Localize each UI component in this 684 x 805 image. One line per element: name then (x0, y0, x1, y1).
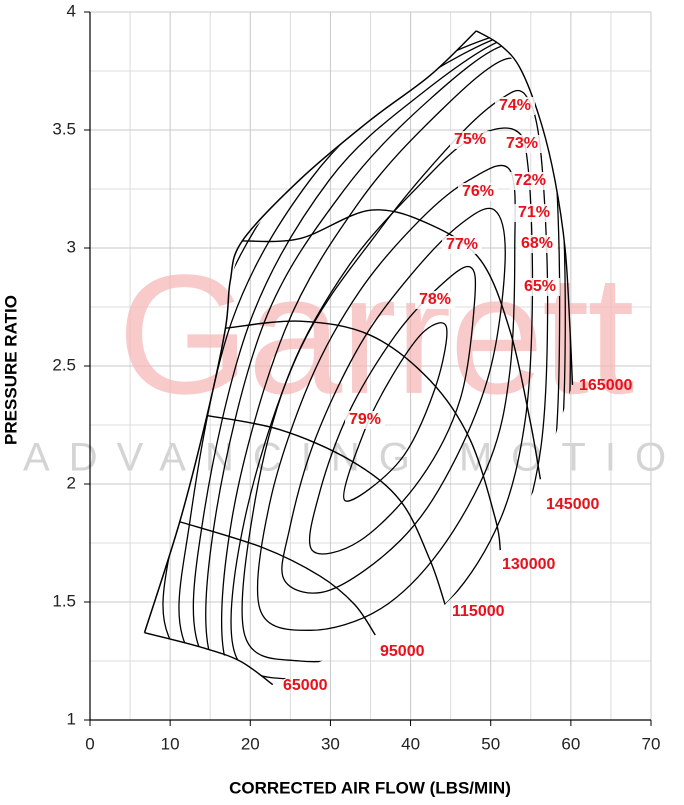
speed-label: 145000 (546, 496, 599, 513)
x-tick-label: 10 (161, 734, 180, 753)
x-tick-label: 40 (401, 734, 420, 753)
efficiency-contour (256, 164, 516, 631)
efficiency-label: 65% (524, 278, 556, 295)
speed-line (225, 320, 502, 551)
speed-line (144, 632, 274, 686)
efficiency-label: 73% (506, 135, 538, 152)
watermark-tagline: ADVANCING MOTION (23, 436, 684, 480)
label-backdrop (415, 291, 455, 309)
label-backdrop (510, 172, 550, 190)
label-backdrop (520, 278, 560, 296)
labels: 79% 78% 77% 76% 75% 74% 73% 72% 71% 68% 65% 65000 95… (283, 97, 632, 694)
speed-label: 65000 (283, 677, 328, 694)
x-axis-title: CORRECTED AIR FLOW (LBS/MIN) (229, 778, 511, 797)
speed-line (179, 521, 376, 636)
efficiency-label: 72% (514, 172, 546, 189)
y-tick-label: 1.5 (52, 591, 76, 610)
speed-label: 165000 (579, 377, 632, 394)
x-tick-label: 20 (241, 734, 260, 753)
efficiency-label: 78% (419, 291, 451, 308)
y-axis-title: PRESSURE RATIO (1, 295, 20, 445)
speed-line (475, 30, 574, 385)
y-tick-label: 4 (67, 1, 76, 20)
y-tick-label: 3.5 (52, 119, 76, 138)
speed-label: 115000 (452, 603, 505, 620)
speed-line (206, 414, 446, 605)
label-backdrop (495, 97, 535, 115)
label-backdrop (442, 236, 482, 254)
efficiency-label: 77% (446, 236, 478, 253)
y-tick-label: 2.5 (52, 355, 76, 374)
speed-label: 95000 (380, 643, 425, 660)
efficiency-label: 75% (454, 131, 486, 148)
efficiency-contour (308, 265, 477, 555)
x-tick-label: 30 (321, 734, 340, 753)
watermark-brand: Garrett (117, 240, 633, 430)
y-tick-label: 3 (67, 237, 76, 256)
y-tick-label: 2 (67, 473, 76, 492)
efficiency-label: 71% (518, 204, 550, 221)
label-backdrop (502, 135, 542, 153)
label-backdrop (517, 235, 557, 253)
plot-area (143, 30, 574, 686)
efficiency-contour (281, 207, 506, 594)
x-tick-label: 50 (481, 734, 500, 753)
x-tick-label: 0 (85, 734, 94, 753)
label-backdrop (345, 411, 385, 429)
label-backdrop (458, 183, 498, 201)
surge-line (143, 30, 477, 633)
x-tick-label: 60 (561, 734, 580, 753)
label-backdrop (450, 131, 490, 149)
efficiency-label: 68% (521, 235, 553, 252)
efficiency-label: 76% (462, 183, 494, 200)
speed-label: 130000 (502, 556, 555, 573)
y-tick-label: 1 (67, 709, 76, 728)
efficiency-label: 79% (349, 411, 381, 428)
label-backdrop (514, 204, 554, 222)
x-tick-label: 70 (642, 734, 661, 753)
efficiency-label: 74% (499, 97, 531, 114)
